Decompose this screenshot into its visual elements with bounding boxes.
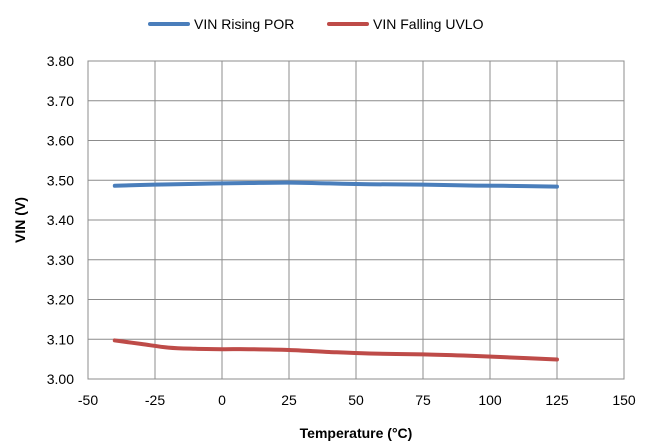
gridlines bbox=[87, 60, 625, 380]
x-tick-label: 150 bbox=[612, 392, 636, 408]
x-tick-label: 50 bbox=[348, 392, 364, 408]
y-tick-label: 3.20 bbox=[47, 292, 74, 308]
legend-label-vin-rising-por: VIN Rising POR bbox=[194, 16, 294, 32]
series-lines bbox=[112, 180, 559, 362]
x-tick-label: 100 bbox=[478, 392, 502, 408]
legend-label-vin-falling-uvlo: VIN Falling UVLO bbox=[373, 16, 484, 32]
x-tick-label: 125 bbox=[545, 392, 569, 408]
y-tick-label: 3.40 bbox=[47, 212, 74, 228]
y-tick-label: 3.80 bbox=[47, 53, 74, 69]
y-tick-label: 3.70 bbox=[47, 93, 74, 109]
y-tick-label: 3.50 bbox=[47, 172, 74, 188]
y-axis-ticks: 3.00 3.10 3.20 3.30 3.40 3.50 3.60 3.70 3.80 bbox=[47, 53, 74, 387]
x-axis-ticks: -50 -25 0 25 50 75 100 125 150 bbox=[78, 392, 636, 408]
x-tick-label: -25 bbox=[145, 392, 165, 408]
x-tick-label: 25 bbox=[281, 392, 297, 408]
x-tick-label: 0 bbox=[218, 392, 226, 408]
series-line-vin-rising-por bbox=[112, 180, 559, 189]
y-tick-label: 3.60 bbox=[47, 133, 74, 149]
series-line-vin-falling-uvlo bbox=[112, 338, 559, 362]
y-tick-label: 3.00 bbox=[47, 371, 74, 387]
x-tick-label: -50 bbox=[78, 392, 98, 408]
y-tick-label: 3.30 bbox=[47, 252, 74, 268]
y-axis-title: VIN (V) bbox=[12, 197, 28, 243]
x-axis-title: Temperature (°C) bbox=[300, 425, 413, 441]
y-tick-label: 3.10 bbox=[47, 331, 74, 347]
plot-area bbox=[87, 60, 625, 380]
legend: VIN Rising POR VIN Falling UVLO bbox=[148, 16, 484, 32]
x-tick-label: 75 bbox=[415, 392, 431, 408]
